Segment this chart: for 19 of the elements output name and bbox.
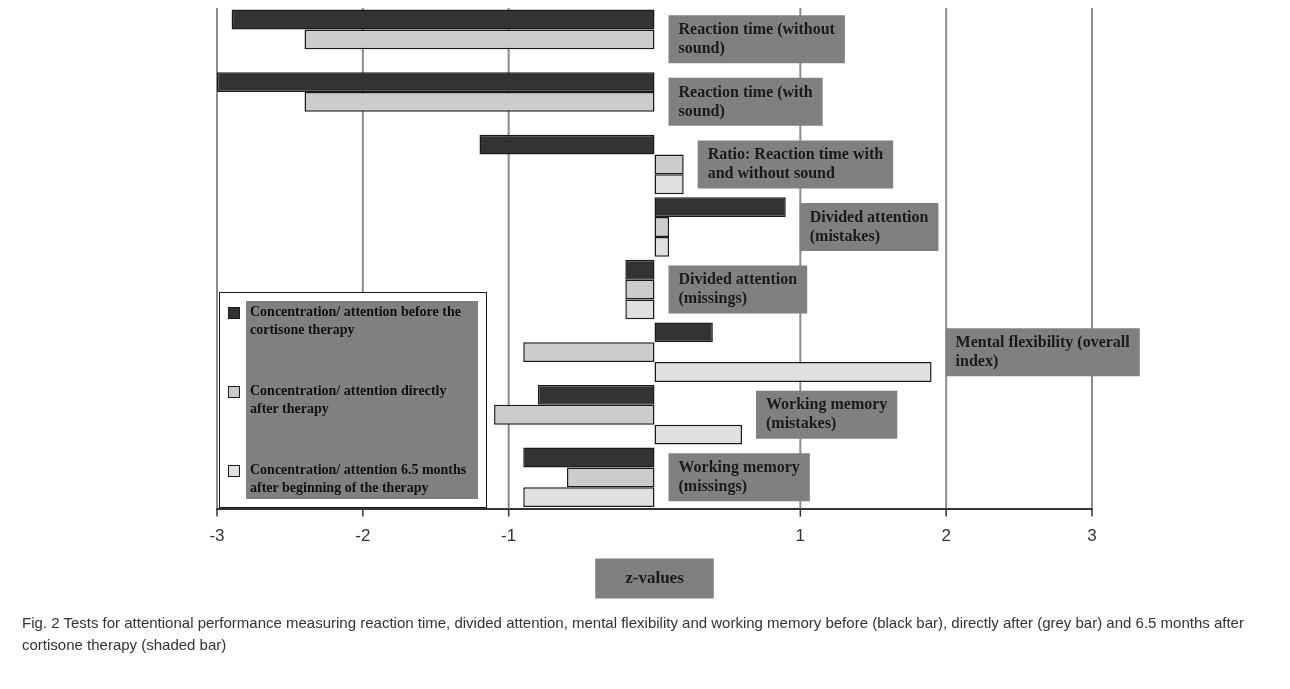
y-tick-label: Ratio: Reaction time with and without sound	[707, 145, 884, 182]
y-tick-label: Reaction time (without sound)	[678, 19, 836, 57]
legend-label: Concentration/ attention before the cortisone therapy	[250, 302, 462, 339]
y-tick-label: Working memory (missings)	[678, 457, 800, 495]
x-tick-label: 1	[795, 526, 806, 546]
y-tick-label: Working memory (mistakes)	[766, 395, 888, 433]
y-tick-label: Divided attention (mistakes)	[809, 207, 929, 245]
x-axis-title: z-values	[625, 567, 685, 587]
legend-label: Concentration/ attention 6.5 months after beginning of the therapy	[250, 460, 468, 497]
x-tick-label: -2	[355, 526, 371, 546]
y-tick-label: Reaction time (with sound)	[678, 82, 813, 120]
x-tick-label: -1	[501, 526, 517, 546]
legend-label: Concentration/ attention directly after therapy	[250, 381, 448, 418]
y-tick-label: Mental flexibility (overall index)	[955, 332, 1131, 370]
x-tick-label: 2	[941, 526, 951, 546]
y-tick-label: Divided attention (missings)	[678, 270, 798, 308]
caption: Fig. 2 Tests for attentional performance measuring reaction time, divided attention, mental flexibility and working memory before (black bar), directly after (grey bar) and 6.5 months after cortisone therapy (shaded bar)	[22, 613, 1245, 655]
x-tick-label: 3	[1087, 526, 1097, 546]
x-tick-label: -3	[209, 526, 225, 546]
